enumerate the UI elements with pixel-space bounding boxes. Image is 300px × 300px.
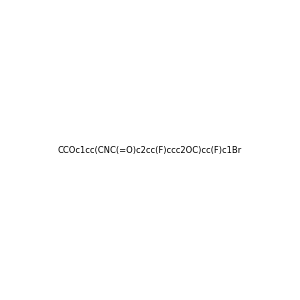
Text: CCOc1cc(CNC(=O)c2cc(F)ccc2OC)cc(F)c1Br: CCOc1cc(CNC(=O)c2cc(F)ccc2OC)cc(F)c1Br — [58, 146, 242, 154]
